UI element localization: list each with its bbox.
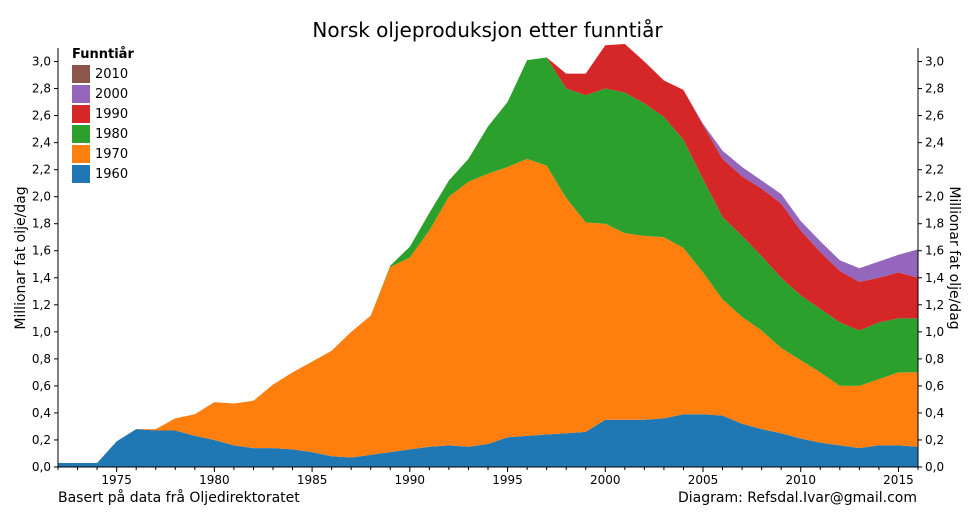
y-tick-label-left: 1,0 — [32, 325, 51, 339]
legend-label: 1990 — [95, 106, 129, 122]
source-note: Basert på data frå Oljedirektoratet — [58, 490, 300, 506]
area-series-1990 — [58, 43, 918, 463]
y-tick-label-right: 2,4 — [925, 136, 944, 150]
legend-item-1980: 1980 — [72, 124, 134, 144]
x-tick-label: 1995 — [492, 473, 523, 487]
y-tick-label-left: 1,4 — [32, 271, 51, 285]
y-tick-label-right: 2,0 — [925, 190, 944, 204]
area-series-group — [58, 43, 918, 467]
legend: Funntiår 2010 2000 1990 1980 1970 1960 — [72, 46, 134, 184]
legend-label: 1980 — [95, 126, 129, 142]
y-tick-label-left: 1,6 — [32, 244, 51, 258]
y-tick-label-right: 3,0 — [925, 55, 944, 69]
legend-swatch — [72, 105, 90, 123]
y-tick-label-right: 2,6 — [925, 109, 944, 123]
y-tick-label-right: 0,2 — [925, 433, 944, 447]
y-tick-label-left: 1,2 — [32, 298, 51, 312]
y-tick-label-left: 2,8 — [32, 82, 51, 96]
y-tick-label-right: 2,8 — [925, 82, 944, 96]
x-tick-label: 1990 — [395, 473, 426, 487]
y-tick-label-right: 1,2 — [925, 298, 944, 312]
y-tick-label-left: 0,4 — [32, 406, 51, 420]
y-tick-label-left: 2,4 — [32, 136, 51, 150]
x-tick-label: 1985 — [297, 473, 328, 487]
y-tick-label-left: 3,0 — [32, 55, 51, 69]
legend-label: 1970 — [95, 146, 129, 162]
y-tick-label-right: 1,4 — [925, 271, 944, 285]
y-tick-label-right: 1,6 — [925, 244, 944, 258]
y-tick-label-left: 0,2 — [32, 433, 51, 447]
legend-label: 2000 — [95, 86, 129, 102]
legend-label: 1960 — [95, 166, 129, 182]
legend-item-1990: 1990 — [72, 104, 134, 124]
legend-item-1960: 1960 — [72, 164, 134, 184]
legend-label: 2010 — [95, 66, 129, 82]
chart-title: Norsk oljeproduksjon etter funntiår — [312, 18, 663, 42]
y-tick-label-right: 1,8 — [925, 217, 944, 231]
y-tick-label-right: 0,0 — [925, 460, 944, 474]
legend-swatch — [72, 145, 90, 163]
x-tick-label: 2000 — [590, 473, 621, 487]
x-tick-label: 1980 — [199, 473, 230, 487]
y-tick-label-left: 1,8 — [32, 217, 51, 231]
legend-item-1970: 1970 — [72, 144, 134, 164]
y-tick-label-right: 1,0 — [925, 325, 944, 339]
area-series-1980 — [58, 57, 918, 463]
y-tick-label-left: 0,0 — [32, 460, 51, 474]
legend-swatch — [72, 65, 90, 83]
legend-title: Funntiår — [72, 47, 134, 62]
y-tick-label-right: 0,8 — [925, 352, 944, 366]
y-tick-label-left: 0,8 — [32, 352, 51, 366]
legend-items: 2010 2000 1990 1980 1970 1960 — [72, 64, 134, 184]
y-tick-label-left: 2,6 — [32, 109, 51, 123]
axes-group: 0,0 0,0 0,2 0,2 0,4 0,4 0,6 0,6 0,8 0,8 1,0 1,0 1,2 1… — [32, 48, 944, 487]
x-tick-label: 2015 — [883, 473, 914, 487]
x-tick-label: 2005 — [688, 473, 719, 487]
y-tick-label-left: 2,2 — [32, 163, 51, 177]
legend-item-2000: 2000 — [72, 84, 134, 104]
y-tick-label-left: 0,6 — [32, 379, 51, 393]
x-tick-label: 2010 — [785, 473, 816, 487]
legend-swatch — [72, 165, 90, 183]
y-axis-label-right: Millionar fat olje/dag — [946, 186, 962, 330]
y-tick-label-right: 0,6 — [925, 379, 944, 393]
legend-swatch — [72, 125, 90, 143]
y-axis-label-left: Millionar fat olje/dag — [13, 186, 29, 330]
x-tick-label: 1975 — [101, 473, 132, 487]
area-series-1970 — [58, 158, 918, 463]
y-tick-label-right: 0,4 — [925, 406, 944, 420]
legend-item-2010: 2010 — [72, 64, 134, 84]
y-tick-label-left: 2,0 — [32, 190, 51, 204]
area-series-1960 — [58, 414, 918, 467]
legend-swatch — [72, 85, 90, 103]
y-tick-label-right: 2,2 — [925, 163, 944, 177]
author-credit: Diagram: Refsdal.Ivar@gmail.com — [678, 490, 917, 506]
